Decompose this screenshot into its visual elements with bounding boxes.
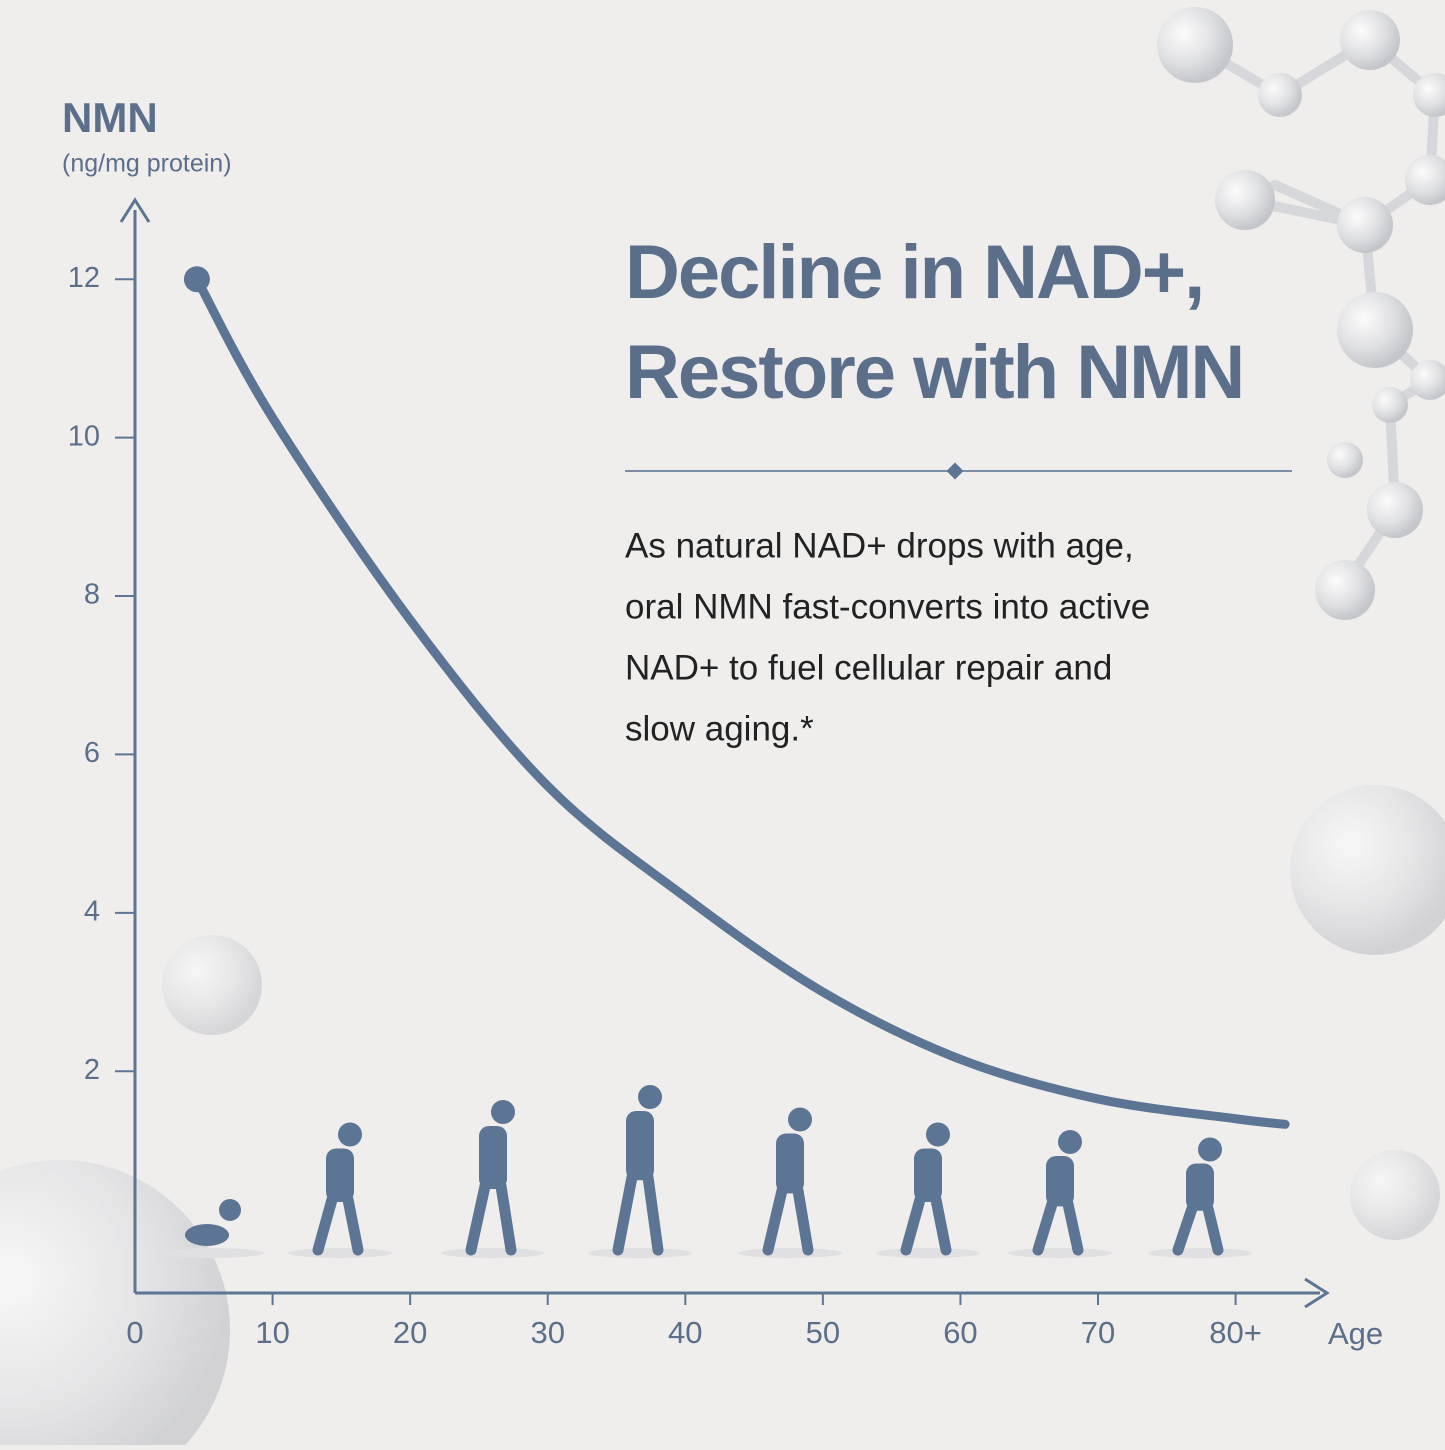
ground [876,1248,980,1258]
ground [1148,1248,1252,1258]
figure-legs [1172,1203,1224,1256]
figure-head [638,1085,662,1109]
ground [288,1248,392,1258]
x-tick-label: 70 [1081,1315,1115,1350]
description-line: NAD+ to fuel cellular repair and [625,648,1112,687]
title-line: Decline in NAD+, [625,230,1203,315]
x-tick-label: 40 [668,1315,702,1350]
x-tick-label: 80+ [1209,1315,1262,1350]
figure-head [491,1100,515,1124]
x-tick-label: 60 [943,1315,977,1350]
figure-body [326,1148,354,1203]
divider-diamond [946,462,964,480]
age-silhouettes [160,1085,1252,1258]
figure-legs [465,1180,517,1256]
ground [160,1248,264,1258]
start-point [183,266,210,293]
x-tick-label: 20 [393,1315,427,1350]
figure-head [788,1107,812,1132]
title-line: Restore with NMN [625,330,1243,415]
y-tick-label: 10 [68,420,100,452]
x-tick-label: 30 [530,1315,564,1350]
figure-legs [762,1185,814,1256]
figure-head [219,1199,241,1221]
figure-body [479,1126,507,1189]
figure-body [1186,1163,1214,1211]
nmn-curve [192,274,1290,1129]
x-tick-label: 10 [255,1315,289,1350]
ground [441,1248,545,1258]
y-axis-unit: (ng/mg protein) [62,150,232,178]
figure-body [1046,1156,1074,1207]
figure-legs [1032,1198,1084,1256]
figure-head [1058,1130,1082,1154]
figure-head [338,1122,362,1147]
figure-legs [612,1171,664,1256]
description-line: As natural NAD+ drops with age, [625,526,1134,565]
x-axis-label: Age [1328,1316,1383,1351]
x-tick-label: 50 [806,1315,840,1350]
description-line: slow aging.* [625,709,814,748]
figure-body [776,1133,804,1194]
y-axis-label: NMN [62,94,158,141]
y-tick-label: 12 [68,262,100,294]
figure-head [1198,1137,1222,1162]
ground [588,1248,692,1258]
x-axis-arrow [1304,1277,1330,1309]
figure-head [926,1122,950,1147]
x-tick-label: 0 [126,1315,143,1350]
description-line: oral NMN fast-converts into active [625,587,1150,626]
ground [1008,1248,1112,1258]
y-tick-label: 4 [84,895,100,927]
figure-legs [900,1194,952,1256]
y-axis-arrow [119,197,151,223]
decoration [0,7,1445,1450]
figure-body [914,1148,942,1203]
y-tick-label: 2 [84,1054,100,1086]
figure-body [626,1111,654,1181]
figure-legs [312,1194,364,1256]
figure-body [185,1224,229,1246]
y-tick-label: 6 [84,737,100,769]
ground [738,1248,842,1258]
y-tick-label: 8 [84,579,100,611]
